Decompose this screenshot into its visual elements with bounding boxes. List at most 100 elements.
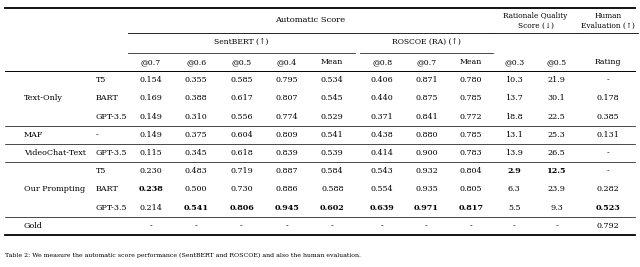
Text: 0.617: 0.617	[230, 94, 253, 102]
Text: 0.131: 0.131	[596, 131, 620, 139]
Text: 0.887: 0.887	[276, 167, 298, 175]
Text: 0.178: 0.178	[596, 94, 620, 102]
Text: 0.541: 0.541	[184, 204, 209, 212]
Text: 0.817: 0.817	[458, 204, 483, 212]
Text: 0.414: 0.414	[371, 149, 394, 157]
Text: 0.971: 0.971	[414, 204, 439, 212]
Text: SentBERT (↑): SentBERT (↑)	[214, 39, 269, 47]
Text: @0.5: @0.5	[547, 58, 567, 66]
Text: Table 2: We measure the automatic score performance (SentBERT and ROSCOE) and al: Table 2: We measure the automatic score …	[5, 252, 361, 258]
Text: 0.149: 0.149	[140, 131, 162, 139]
Text: 0.719: 0.719	[230, 167, 253, 175]
Text: 12.5: 12.5	[547, 167, 566, 175]
Text: Score (↓): Score (↓)	[518, 22, 554, 29]
Text: 0.545: 0.545	[321, 94, 344, 102]
Text: 13.7: 13.7	[506, 94, 523, 102]
Text: Mean: Mean	[321, 58, 344, 66]
Text: 0.310: 0.310	[185, 113, 207, 121]
Text: Rationale Quality: Rationale Quality	[504, 13, 568, 21]
Text: 0.618: 0.618	[230, 149, 253, 157]
Text: 0.115: 0.115	[140, 149, 162, 157]
Text: 21.9: 21.9	[548, 76, 566, 84]
Text: -: -	[513, 222, 516, 230]
Text: 0.900: 0.900	[415, 149, 438, 157]
Text: 0.529: 0.529	[321, 113, 344, 121]
Text: 13.9: 13.9	[506, 149, 523, 157]
Text: 13.1: 13.1	[506, 131, 523, 139]
Text: 0.602: 0.602	[320, 204, 345, 212]
Text: 0.388: 0.388	[185, 94, 207, 102]
Text: 0.375: 0.375	[185, 131, 207, 139]
Text: 25.3: 25.3	[548, 131, 566, 139]
Text: 0.730: 0.730	[230, 186, 253, 194]
Text: 0.523: 0.523	[596, 204, 620, 212]
Text: 0.783: 0.783	[460, 149, 482, 157]
Text: -: -	[381, 222, 383, 230]
Text: 30.1: 30.1	[548, 94, 566, 102]
Text: 18.8: 18.8	[506, 113, 523, 121]
Text: 2.9: 2.9	[508, 167, 521, 175]
Text: 0.355: 0.355	[185, 76, 207, 84]
Text: 0.440: 0.440	[371, 94, 394, 102]
Text: MAF: MAF	[24, 131, 44, 139]
Text: 6.3: 6.3	[508, 186, 520, 194]
Text: 0.807: 0.807	[276, 94, 298, 102]
Text: 0.806: 0.806	[229, 204, 254, 212]
Text: @0.4: @0.4	[277, 58, 297, 66]
Text: GPT-3.5: GPT-3.5	[96, 113, 127, 121]
Text: 0.875: 0.875	[415, 94, 438, 102]
Text: 23.9: 23.9	[548, 186, 566, 194]
Text: 0.774: 0.774	[276, 113, 298, 121]
Text: VideoChat-Text: VideoChat-Text	[24, 149, 86, 157]
Text: 0.406: 0.406	[371, 76, 394, 84]
Text: 0.871: 0.871	[415, 76, 438, 84]
Text: Mean: Mean	[460, 58, 482, 66]
Text: @0.8: @0.8	[372, 58, 392, 66]
Text: 0.639: 0.639	[370, 204, 394, 212]
Text: Gold: Gold	[24, 222, 43, 230]
Text: 0.932: 0.932	[415, 167, 438, 175]
Text: 0.785: 0.785	[460, 94, 482, 102]
Text: -: -	[240, 222, 243, 230]
Text: 0.809: 0.809	[276, 131, 298, 139]
Text: 0.541: 0.541	[321, 131, 344, 139]
Text: ROSCOE (RA) (↑): ROSCOE (RA) (↑)	[392, 39, 461, 47]
Text: 0.841: 0.841	[415, 113, 438, 121]
Text: @0.7: @0.7	[417, 58, 436, 66]
Text: -: -	[470, 222, 472, 230]
Text: @0.5: @0.5	[232, 58, 252, 66]
Text: 0.214: 0.214	[140, 204, 162, 212]
Text: T5: T5	[96, 167, 106, 175]
Text: Our Prompting: Our Prompting	[24, 186, 85, 194]
Text: 0.886: 0.886	[276, 186, 298, 194]
Text: 0.539: 0.539	[321, 149, 344, 157]
Text: 0.345: 0.345	[185, 149, 207, 157]
Text: -: -	[425, 222, 428, 230]
Text: 0.483: 0.483	[185, 167, 207, 175]
Text: 0.935: 0.935	[415, 186, 438, 194]
Text: 10.3: 10.3	[506, 76, 523, 84]
Text: 0.238: 0.238	[138, 186, 163, 194]
Text: 0.556: 0.556	[230, 113, 253, 121]
Text: Human: Human	[595, 13, 621, 21]
Text: T5: T5	[96, 76, 106, 84]
Text: 26.5: 26.5	[548, 149, 566, 157]
Text: 0.588: 0.588	[321, 186, 344, 194]
Text: 0.500: 0.500	[185, 186, 207, 194]
Text: BART: BART	[96, 94, 119, 102]
Text: 22.5: 22.5	[548, 113, 566, 121]
Text: -: -	[149, 222, 152, 230]
Text: Text-Only: Text-Only	[24, 94, 63, 102]
Text: 0.169: 0.169	[140, 94, 162, 102]
Text: 5.5: 5.5	[508, 204, 520, 212]
Text: Automatic Score: Automatic Score	[275, 17, 346, 25]
Text: -: -	[331, 222, 333, 230]
Text: 0.149: 0.149	[140, 113, 162, 121]
Text: 0.282: 0.282	[596, 186, 620, 194]
Text: -: -	[195, 222, 198, 230]
Text: 0.154: 0.154	[140, 76, 162, 84]
Text: 0.543: 0.543	[371, 167, 394, 175]
Text: -: -	[96, 131, 99, 139]
Text: 0.804: 0.804	[460, 167, 482, 175]
Text: 0.604: 0.604	[230, 131, 253, 139]
